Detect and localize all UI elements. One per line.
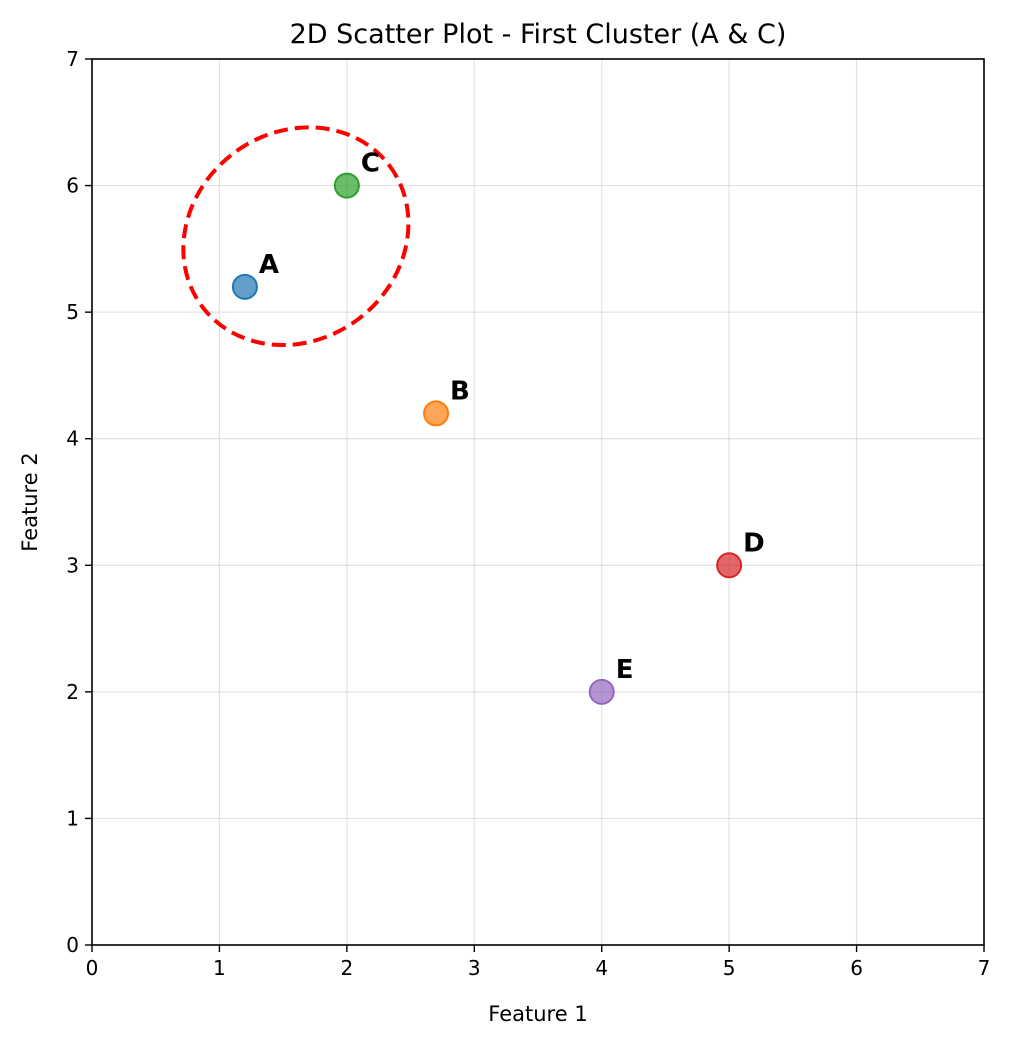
y-tick-label: 1 bbox=[66, 806, 79, 830]
data-point-c bbox=[333, 172, 360, 199]
x-tick-label: 4 bbox=[595, 956, 608, 980]
grid bbox=[91, 58, 985, 946]
x-tick-label: 6 bbox=[850, 956, 863, 980]
y-tick-label: 6 bbox=[66, 174, 79, 198]
x-tick-label: 5 bbox=[723, 956, 736, 980]
y-axis-title: Feature 2 bbox=[18, 452, 42, 551]
y-tick-label: 4 bbox=[66, 427, 79, 451]
y-tick-label: 7 bbox=[66, 47, 79, 71]
data-point-d bbox=[716, 552, 743, 579]
data-points: A B C D E bbox=[231, 149, 765, 705]
chart-title: 2D Scatter Plot - First Cluster (A & C) bbox=[290, 19, 787, 50]
x-tick-label: 2 bbox=[340, 956, 353, 980]
x-tick-label: 7 bbox=[978, 956, 991, 980]
x-tick-label: 0 bbox=[86, 956, 99, 980]
point-label-e: E bbox=[616, 655, 634, 685]
x-axis-title: Feature 1 bbox=[488, 1002, 587, 1026]
data-point-e bbox=[588, 678, 615, 705]
point-label-a: A bbox=[259, 250, 279, 280]
cluster-ellipse bbox=[181, 125, 411, 348]
data-point-b bbox=[423, 400, 450, 427]
axis-ticks: 0 1 2 3 4 5 6 7 0 1 2 3 4 5 6 7 bbox=[66, 47, 990, 980]
plot-area-frame bbox=[91, 58, 985, 946]
y-tick-label: 5 bbox=[66, 300, 79, 324]
data-point-a bbox=[231, 273, 258, 300]
point-label-b: B bbox=[450, 376, 470, 406]
x-tick-label: 1 bbox=[213, 956, 226, 980]
point-label-d: D bbox=[743, 528, 765, 558]
y-tick-label: 3 bbox=[66, 553, 79, 577]
y-tick-label: 0 bbox=[66, 933, 79, 957]
cluster-ellipse-layer bbox=[181, 125, 411, 348]
y-tick-label: 2 bbox=[66, 680, 79, 704]
x-tick-label: 3 bbox=[468, 956, 481, 980]
point-label-c: C bbox=[361, 149, 380, 179]
